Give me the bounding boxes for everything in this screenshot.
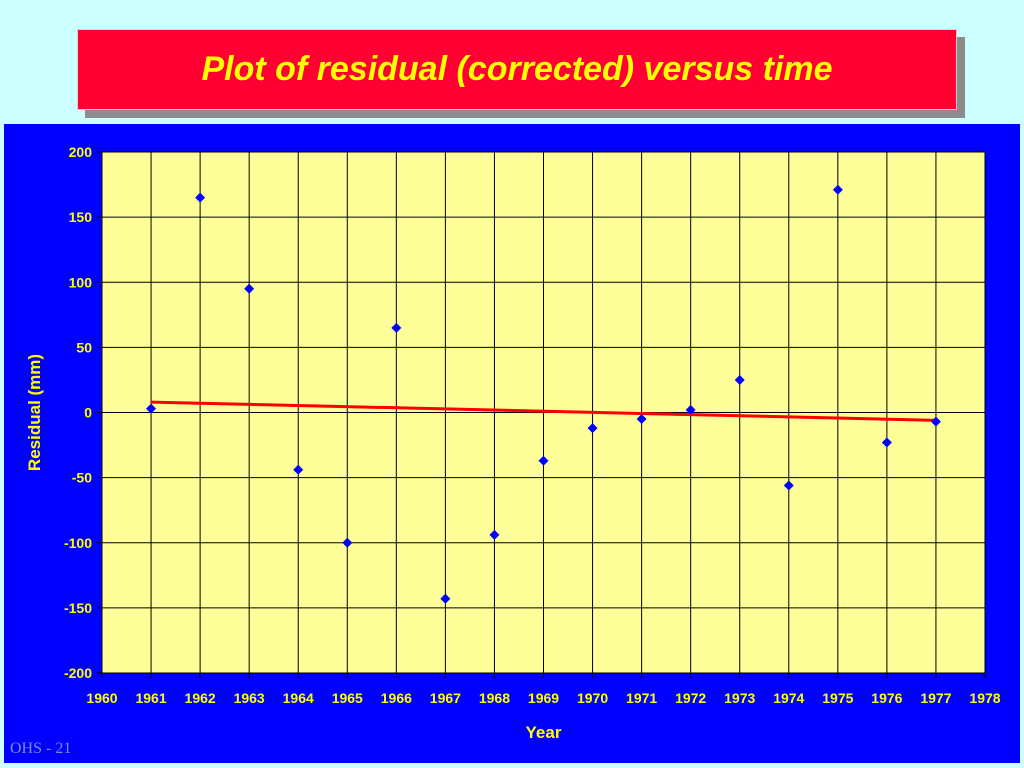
- x-axis-label: Year: [526, 723, 562, 742]
- y-tick-label: 150: [69, 209, 93, 225]
- data-point: [489, 529, 500, 540]
- x-tick-label: 1961: [135, 690, 166, 706]
- x-tick-label: 1976: [871, 690, 902, 706]
- chart-panel: 1960 1961 1962 1963 1964 1965 1966 1967 1968 1969…: [4, 124, 1020, 763]
- data-point: [832, 184, 843, 195]
- data-point: [293, 464, 304, 475]
- y-tick-label: 100: [69, 274, 93, 290]
- x-tick-label: 1971: [626, 690, 657, 706]
- data-point: [244, 283, 255, 294]
- data-point: [881, 437, 892, 448]
- data-point: [930, 416, 941, 427]
- y-tick-label: -100: [64, 535, 92, 551]
- slide-title: Plot of residual (corrected) versus time: [201, 50, 833, 88]
- residual-scatter-chart: 1960 1961 1962 1963 1964 1965 1966 1967 1968 1969…: [25, 144, 1001, 742]
- data-point: [538, 455, 549, 466]
- y-tick-label: 200: [69, 144, 93, 160]
- y-tick-label: -50: [72, 470, 92, 486]
- data-point: [195, 192, 206, 203]
- x-tick-label: 1964: [283, 690, 314, 706]
- x-tick-label: 1963: [234, 690, 265, 706]
- data-point: [440, 593, 451, 604]
- x-tick-label: 1978: [969, 690, 1000, 706]
- x-tick-label: 1974: [773, 690, 804, 706]
- x-tick-label: 1969: [528, 690, 559, 706]
- data-point: [636, 414, 647, 425]
- data-point: [587, 423, 598, 434]
- y-tick-label: 0: [84, 405, 92, 421]
- y-tick-label: -150: [64, 600, 92, 616]
- data-point: [685, 404, 696, 415]
- x-tick-label: 1975: [822, 690, 853, 706]
- y-axis-label: Residual (mm): [25, 354, 44, 471]
- title-box: Plot of residual (corrected) versus time: [77, 29, 957, 110]
- data-point: [734, 374, 745, 385]
- y-tick-label: 50: [76, 339, 92, 355]
- trend-line: [151, 400, 936, 422]
- x-tick-label: 1960: [86, 690, 117, 706]
- data-point: [783, 480, 794, 491]
- x-tick-label: 1968: [479, 690, 510, 706]
- x-tick-label: 1977: [920, 690, 951, 706]
- x-tick-label: 1970: [577, 690, 608, 706]
- x-tick-label: 1973: [724, 690, 755, 706]
- data-point: [342, 537, 353, 548]
- data-point: [391, 322, 402, 333]
- x-tick-label: 1972: [675, 690, 706, 706]
- x-tick-label: 1966: [381, 690, 412, 706]
- y-tick-label: -200: [64, 665, 92, 681]
- slide-footer: OHS - 21: [10, 740, 72, 757]
- x-tick-label: 1962: [185, 690, 216, 706]
- x-tick-label: 1967: [430, 690, 461, 706]
- data-point: [146, 403, 157, 414]
- x-tick-label: 1965: [332, 690, 363, 706]
